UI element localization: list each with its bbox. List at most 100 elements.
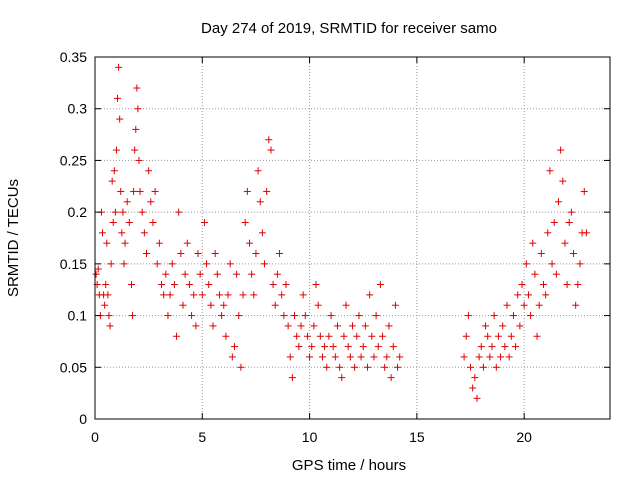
data-point bbox=[327, 312, 335, 320]
data-point bbox=[258, 229, 266, 237]
data-point bbox=[550, 218, 558, 226]
data-point bbox=[107, 260, 115, 268]
data-point bbox=[372, 312, 380, 320]
data-point bbox=[241, 218, 249, 226]
data-point bbox=[559, 177, 567, 185]
data-point bbox=[396, 353, 404, 361]
data-point bbox=[200, 218, 208, 226]
data-point bbox=[220, 301, 228, 309]
data-point bbox=[164, 312, 172, 320]
data-point bbox=[297, 322, 305, 330]
data-point bbox=[364, 363, 372, 371]
data-point bbox=[303, 332, 311, 340]
data-point bbox=[308, 343, 316, 351]
data-point bbox=[565, 218, 573, 226]
data-point bbox=[376, 281, 384, 289]
x-tick-label: 20 bbox=[516, 429, 532, 445]
data-point bbox=[205, 281, 213, 289]
data-point bbox=[111, 208, 119, 216]
data-points bbox=[92, 63, 590, 402]
data-point bbox=[215, 291, 223, 299]
data-point bbox=[250, 291, 258, 299]
data-point bbox=[192, 322, 200, 330]
data-point bbox=[228, 353, 236, 361]
data-point bbox=[342, 301, 350, 309]
data-point bbox=[567, 208, 575, 216]
data-point bbox=[230, 343, 238, 351]
data-point bbox=[125, 218, 133, 226]
data-point bbox=[368, 332, 376, 340]
data-point bbox=[261, 260, 269, 268]
data-point bbox=[145, 167, 153, 175]
data-point bbox=[222, 332, 230, 340]
data-point bbox=[336, 363, 344, 371]
data-point bbox=[572, 301, 580, 309]
data-point bbox=[537, 250, 545, 258]
data-point bbox=[391, 301, 399, 309]
y-tick-label: 0.05 bbox=[60, 359, 87, 375]
data-point bbox=[325, 332, 333, 340]
data-point bbox=[188, 312, 196, 320]
data-point bbox=[194, 250, 202, 258]
data-point bbox=[346, 353, 354, 361]
data-point bbox=[149, 218, 157, 226]
data-point bbox=[351, 363, 359, 371]
data-point bbox=[542, 291, 550, 299]
data-point bbox=[570, 250, 578, 258]
data-point bbox=[509, 312, 517, 320]
data-point bbox=[243, 187, 251, 195]
data-point bbox=[533, 332, 541, 340]
data-point bbox=[123, 198, 131, 206]
data-point bbox=[524, 291, 532, 299]
data-point bbox=[522, 260, 530, 268]
data-point bbox=[130, 187, 138, 195]
data-point bbox=[101, 301, 109, 309]
data-point bbox=[209, 322, 217, 330]
data-point bbox=[340, 332, 348, 340]
data-point bbox=[196, 270, 204, 278]
data-point bbox=[316, 332, 324, 340]
data-point bbox=[482, 322, 490, 330]
data-point bbox=[120, 260, 128, 268]
x-tick-label: 5 bbox=[198, 429, 206, 445]
data-point bbox=[462, 332, 470, 340]
data-point bbox=[135, 156, 143, 164]
data-point bbox=[310, 322, 318, 330]
data-point bbox=[492, 363, 500, 371]
data-point bbox=[246, 239, 253, 247]
data-point bbox=[263, 187, 271, 195]
data-point bbox=[118, 229, 126, 237]
data-point bbox=[237, 363, 245, 371]
data-point bbox=[103, 239, 111, 247]
data-point bbox=[168, 260, 176, 268]
data-point bbox=[475, 353, 483, 361]
data-point bbox=[499, 322, 507, 330]
data-point bbox=[117, 187, 125, 195]
data-point bbox=[278, 291, 286, 299]
data-point bbox=[501, 343, 509, 351]
data-point bbox=[116, 115, 124, 123]
data-point bbox=[226, 260, 234, 268]
data-point bbox=[323, 363, 331, 371]
data-point bbox=[267, 146, 275, 154]
data-point bbox=[108, 177, 116, 185]
data-point bbox=[248, 270, 256, 278]
data-point bbox=[366, 291, 374, 299]
data-point bbox=[288, 374, 296, 382]
data-point bbox=[276, 250, 284, 258]
data-point bbox=[252, 250, 260, 258]
data-point bbox=[175, 208, 183, 216]
data-point bbox=[155, 239, 163, 247]
data-point bbox=[467, 363, 475, 371]
data-point bbox=[153, 260, 161, 268]
data-point bbox=[105, 312, 113, 320]
data-point bbox=[112, 146, 120, 154]
data-point bbox=[582, 229, 590, 237]
data-point bbox=[203, 260, 211, 268]
data-point bbox=[359, 343, 367, 351]
data-point bbox=[110, 167, 118, 175]
data-point bbox=[295, 343, 303, 351]
x-tick-label: 15 bbox=[409, 429, 425, 445]
data-point bbox=[381, 363, 389, 371]
data-point bbox=[469, 384, 477, 392]
